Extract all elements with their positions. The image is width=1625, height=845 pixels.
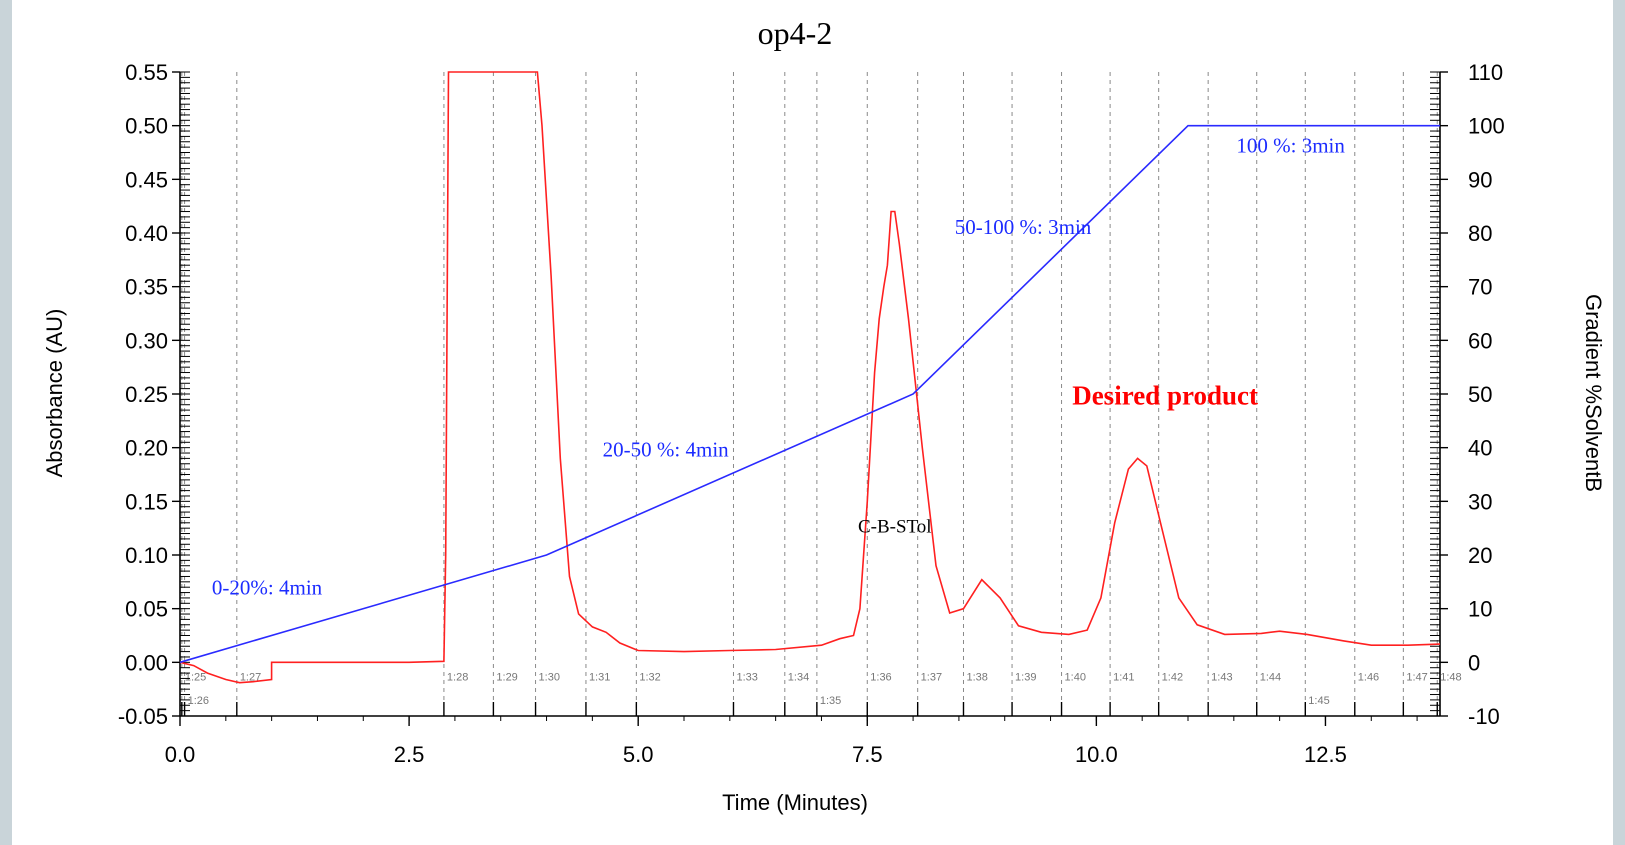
annotation-label: 100 %: 3min [1236,134,1345,158]
absorbance-line [179,71,1441,684]
y2-tick-label: 90 [1468,167,1492,192]
x-tick-label: 7.5 [852,742,883,767]
y-tick-label: 0.25 [125,382,168,407]
y2-tick-label: 70 [1468,275,1492,300]
fraction-label: 1:44 [1260,672,1281,684]
x-tick-label: 2.5 [394,742,425,767]
fraction-label: 1:26 [188,695,209,707]
y-tick-label: 0.15 [125,489,168,514]
fraction-label: 1:39 [1015,672,1036,684]
y-tick-label: 0.35 [125,275,168,300]
y2-tick-label: 80 [1468,221,1492,246]
y2-tick-label: 0 [1468,650,1480,675]
fraction-label: 1:42 [1162,672,1183,684]
fraction-label: 1:35 [820,695,841,707]
y-tick-label: 0.55 [125,60,168,85]
fraction-label: 1:41 [1113,672,1134,684]
fraction-label: 1:34 [788,672,809,684]
fraction-label: 1:47 [1406,672,1427,684]
y-tick-label: 0.05 [125,597,168,622]
fraction-label: 1:28 [447,672,468,684]
annotation-label: 20-50 %: 4min [603,437,729,461]
y-tick-label: -0.05 [118,704,168,729]
fraction-label: 1:38 [966,672,987,684]
fraction-label: 1:40 [1065,672,1086,684]
annotation-label: C-B-STol [858,516,932,537]
annotation-label: 50-100 %: 3min [955,215,1092,239]
y-tick-label: 0.50 [125,114,168,139]
fraction-label: 1:37 [921,672,942,684]
chromatogram-chart: 1:25 1:27 1:28 1:29 1:30 1:31 1:32 1:33 1:34 1:36… [42,15,1606,815]
x-tick-label: 12.5 [1304,742,1347,767]
chart-canvas: 1:25 1:27 1:28 1:29 1:30 1:31 1:32 1:33 1:34 1:36… [12,0,1613,845]
y2-tick-label: 40 [1468,436,1492,461]
x-axis-title: Time (Minutes) [722,790,868,815]
fraction-label: 1:32 [639,672,660,684]
y2-tick-label: 60 [1468,328,1492,353]
fraction-markers: 1:25 1:27 1:28 1:29 1:30 1:31 1:32 1:33 1:34 1:36… [185,672,1462,708]
fraction-label: 1:25 [185,672,206,684]
y2-tick-label: 50 [1468,382,1492,407]
y-tick-label: 0.30 [125,328,168,353]
fraction-label: 1:29 [496,672,517,684]
y2-tick-label: 30 [1468,489,1492,514]
fraction-label: 1:30 [539,672,560,684]
fraction-label: 1:33 [736,672,757,684]
fraction-label: 1:27 [240,672,261,684]
fraction-label: 1:48 [1440,672,1461,684]
annotation-label: Desired product [1072,381,1258,411]
x-tick-label: 5.0 [623,742,654,767]
y-axis-title: Absorbance (AU) [42,309,67,478]
y-tick-label: 0.45 [125,167,168,192]
fraction-label: 1:36 [870,672,891,684]
series-lines [179,71,1441,684]
annotations: 0-20%: 4min 20-50 %: 4min 50-100 %: 3min 10… [212,134,1345,600]
y2-axis-title: Gradient %SolventB [1581,294,1606,492]
y2-tick-label: 110 [1468,60,1503,85]
y2-tick-label: 100 [1468,114,1505,139]
y2-tick-label: 20 [1468,543,1492,568]
y-tick-label: 0.20 [125,436,168,461]
gradient-line [179,124,1440,664]
y-tick-label: 0.00 [125,650,168,675]
fraction-label: 1:43 [1211,672,1232,684]
fraction-label: 1:31 [589,672,610,684]
annotation-label: 0-20%: 4min [212,576,323,600]
y2-tick-label: -10 [1468,704,1500,729]
chart-title: op4-2 [758,15,833,51]
fraction-label: 1:46 [1358,672,1379,684]
x-tick-label: 10.0 [1075,742,1118,767]
y-tick-label: 0.40 [125,221,168,246]
x-tick-label: 0.0 [165,742,196,767]
fraction-label: 1:45 [1308,695,1329,707]
axes: -0.050.000.050.100.150.200.250.300.350.4… [118,60,1505,767]
y2-tick-label: 10 [1468,597,1492,622]
y-tick-label: 0.10 [125,543,168,568]
